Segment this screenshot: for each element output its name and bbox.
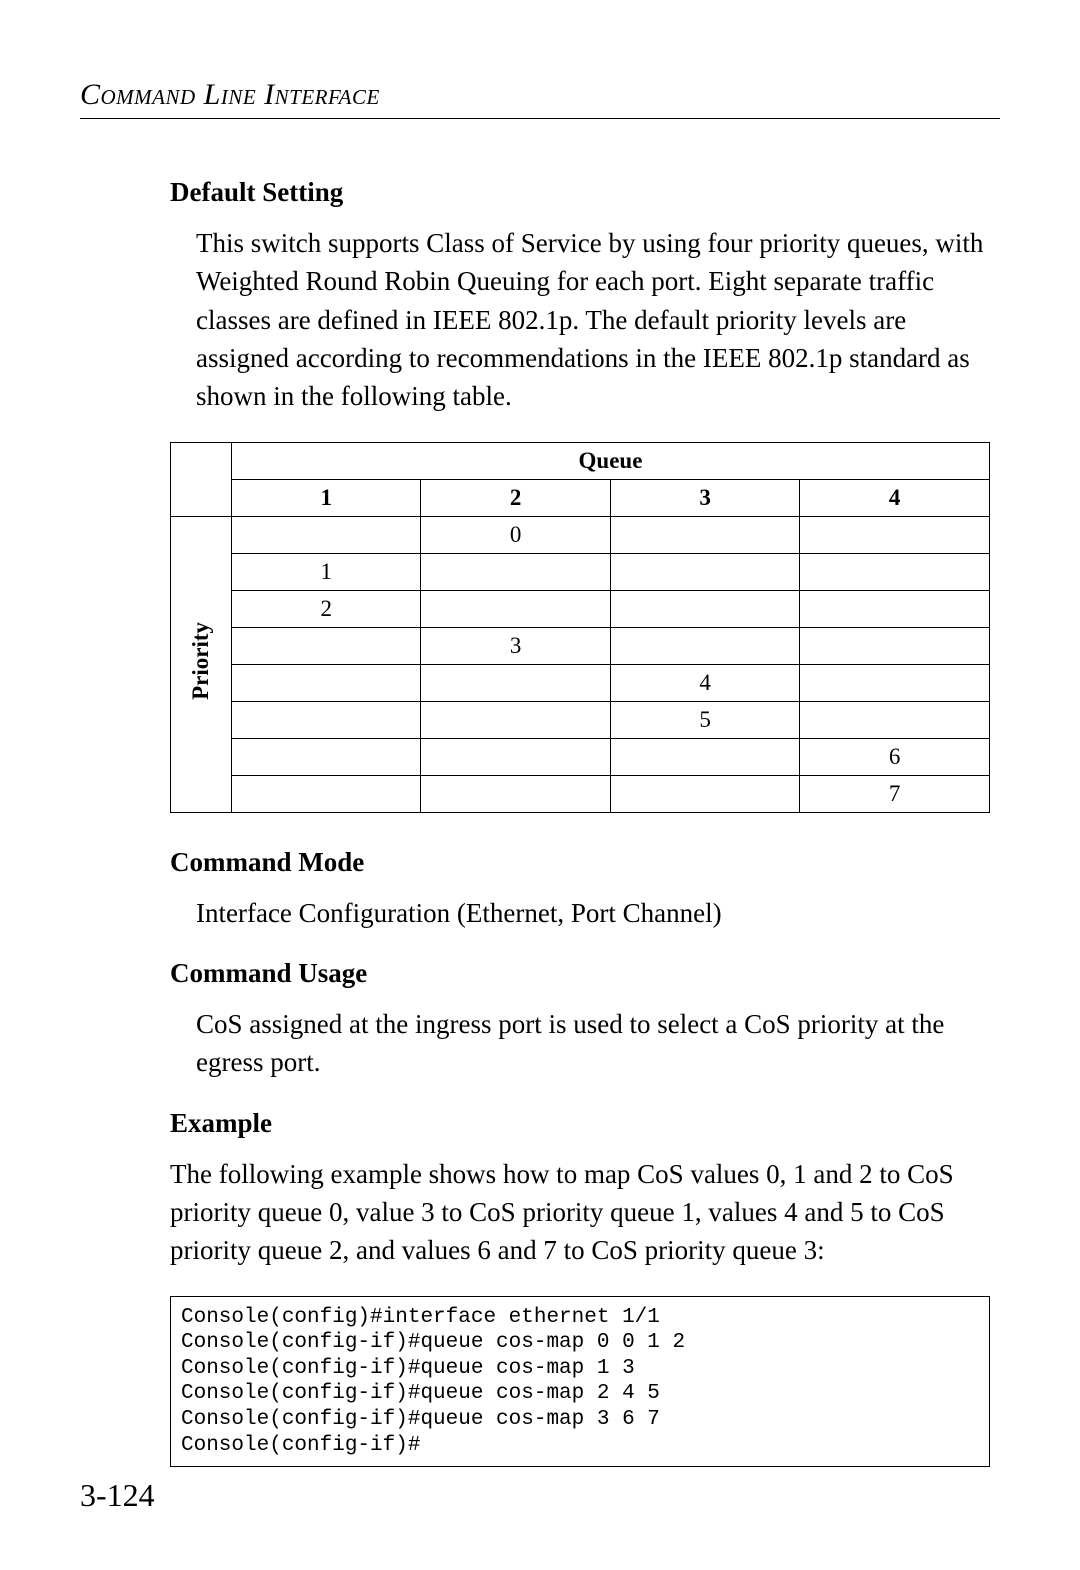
para-example: The following example shows how to map C… [170,1155,990,1270]
table-row: 1 [171,553,990,590]
table-cell [232,701,421,738]
table-row: 5 [171,701,990,738]
table-cell [800,627,990,664]
table-cell [232,627,421,664]
table-cell [421,701,610,738]
table-cell: 3 [421,627,610,664]
header-rule [80,118,1000,119]
para-default-setting: This switch supports Class of Service by… [196,224,990,416]
table-cell: 1 [232,553,421,590]
table-row: 7 [171,775,990,812]
table-cell: 7 [800,775,990,812]
queue-priority-table: Queue 1 2 3 4 Priority 0 1 [170,442,990,813]
table-cell [421,590,610,627]
table-corner-blank [171,442,232,516]
priority-header: Priority [171,516,232,812]
table-cell [800,664,990,701]
table-cell [610,590,799,627]
content: Default Setting This switch supports Cla… [170,177,990,1467]
queue-col-4: 4 [800,479,990,516]
table-row: Queue [171,442,990,479]
table-cell [610,627,799,664]
table-cell [232,516,421,553]
priority-header-label: Priority [188,622,214,700]
table-cell [421,775,610,812]
heading-example: Example [170,1108,990,1139]
para-command-usage: CoS assigned at the ingress port is used… [196,1005,990,1082]
table-cell [800,590,990,627]
table-cell [421,738,610,775]
table-cell: 5 [610,701,799,738]
table-cell: 4 [610,664,799,701]
table-cell [610,775,799,812]
table-cell [232,664,421,701]
table-row: 3 [171,627,990,664]
table-cell [800,553,990,590]
queue-col-2: 2 [421,479,610,516]
queue-header: Queue [232,442,990,479]
table-cell [610,553,799,590]
table-cell: 6 [800,738,990,775]
table-cell [421,553,610,590]
table-cell [232,738,421,775]
table-cell [421,664,610,701]
queue-col-3: 3 [610,479,799,516]
table-cell [800,516,990,553]
page-number: 3-124 [80,1477,155,1514]
table-row: 2 [171,590,990,627]
heading-command-mode: Command Mode [170,847,990,878]
table-row: Priority 0 [171,516,990,553]
running-head: Command Line Interface [80,78,1000,112]
table-cell [610,516,799,553]
table-cell [232,775,421,812]
page: Command Line Interface Default Setting T… [0,0,1080,1570]
heading-command-usage: Command Usage [170,958,990,989]
table-row: 1 2 3 4 [171,479,990,516]
table-cell: 2 [232,590,421,627]
table-row: 6 [171,738,990,775]
queue-col-1: 1 [232,479,421,516]
table-cell [610,738,799,775]
heading-default-setting: Default Setting [170,177,990,208]
para-command-mode: Interface Configuration (Ethernet, Port … [196,894,990,932]
table-cell: 0 [421,516,610,553]
table-row: 4 [171,664,990,701]
table-cell [800,701,990,738]
code-block: Console(config)#interface ethernet 1/1 C… [170,1296,990,1468]
